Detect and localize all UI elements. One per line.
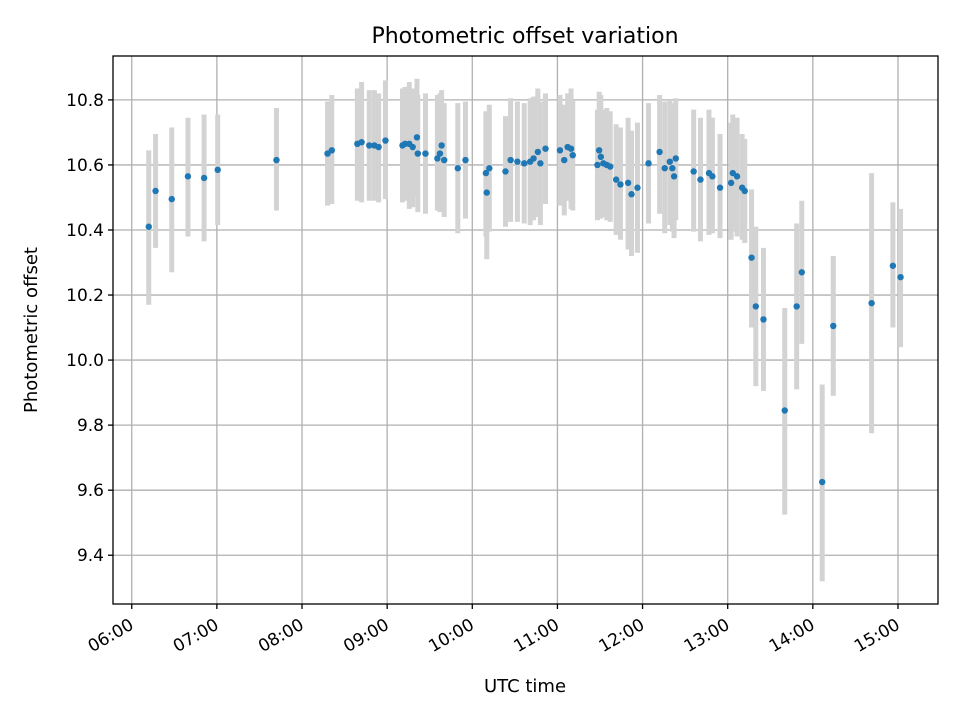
x-tick-label: 08:00 — [255, 615, 307, 657]
x-tick-label: 10:00 — [425, 615, 477, 657]
x-tick-label: 13:00 — [681, 615, 733, 657]
data-point — [483, 189, 490, 196]
data-point — [454, 165, 462, 172]
data-point — [690, 168, 697, 175]
data-point — [434, 155, 441, 162]
x-tick-label: 09:00 — [340, 615, 392, 657]
data-point — [567, 145, 575, 152]
y-tick-label: 10.8 — [66, 91, 104, 111]
data-point — [534, 148, 542, 156]
data-point — [889, 262, 897, 269]
data-point — [760, 316, 767, 323]
data-point — [507, 156, 514, 164]
y-tick-label: 9.6 — [77, 481, 104, 501]
data-point — [595, 147, 603, 154]
data-point — [462, 156, 469, 164]
data-point — [556, 147, 564, 154]
data-point — [697, 176, 704, 183]
data-point — [358, 138, 365, 146]
data-point — [798, 269, 805, 276]
plot-frame — [112, 55, 939, 605]
chart-title: Photometric offset variation — [371, 24, 678, 49]
data-point — [793, 303, 800, 310]
data-point — [669, 165, 676, 172]
data-point — [482, 169, 490, 177]
y-axis-label: Photometric offset — [21, 247, 42, 413]
data-point — [672, 155, 679, 162]
data-point — [624, 179, 632, 187]
data-point — [597, 153, 605, 161]
data-point — [413, 134, 421, 141]
data-point — [200, 174, 208, 182]
data-point — [440, 156, 448, 164]
data-point — [375, 143, 382, 151]
x-tick-label: 14:00 — [766, 615, 818, 657]
data-point — [868, 299, 875, 307]
data-point — [897, 273, 904, 281]
data-point — [502, 168, 509, 175]
data-point — [612, 176, 620, 183]
x-tick-label: 12:00 — [596, 615, 648, 657]
data-point — [634, 184, 641, 191]
data-point — [422, 150, 429, 157]
data-point — [733, 173, 741, 180]
data-point — [537, 160, 544, 167]
data-points — [145, 134, 904, 486]
data-point — [741, 187, 748, 195]
x-tick-label: 15:00 — [851, 615, 903, 657]
data-point — [514, 158, 521, 165]
data-point — [436, 150, 444, 157]
data-point — [607, 163, 614, 170]
data-point — [709, 173, 716, 180]
x-tick-label: 07:00 — [170, 615, 222, 657]
data-point — [752, 303, 760, 310]
data-point — [661, 165, 668, 172]
x-axis-ticks: 06:00 07:00 08:00 09:00 10:00 11:00 12:00 13:00… — [85, 604, 903, 657]
data-point — [184, 173, 192, 180]
x-axis-label: UTC time — [484, 676, 566, 697]
x-tick-label: 06:00 — [85, 615, 137, 657]
data-point — [152, 187, 159, 195]
data-point — [748, 254, 755, 261]
data-point — [666, 158, 674, 165]
data-point — [561, 156, 568, 164]
y-tick-label: 9.4 — [77, 546, 104, 566]
data-point — [645, 160, 652, 167]
x-tick-label: 11:00 — [510, 615, 562, 657]
data-point — [414, 150, 421, 157]
data-point — [656, 148, 663, 156]
data-point — [328, 147, 336, 154]
y-tick-label: 10.4 — [66, 221, 104, 241]
y-tick-label: 10.0 — [66, 351, 104, 371]
data-point — [594, 161, 601, 169]
data-point — [273, 156, 280, 164]
data-point — [781, 407, 788, 414]
data-point — [366, 142, 373, 149]
data-point — [830, 322, 837, 330]
y-axis-ticks: 9.4 9.6 9.8 10.0 10.2 10.4 10.6 10.8 — [66, 91, 113, 566]
y-tick-label: 10.2 — [66, 286, 104, 306]
data-point — [819, 478, 826, 486]
data-point — [727, 179, 735, 187]
data-point — [409, 143, 416, 151]
data-point — [145, 223, 152, 230]
y-tick-label: 10.6 — [66, 156, 104, 176]
data-point — [617, 181, 624, 188]
data-point — [542, 145, 549, 152]
data-point — [670, 173, 678, 180]
data-point — [168, 195, 175, 203]
data-point — [569, 151, 576, 159]
data-point — [382, 137, 389, 144]
data-point — [438, 142, 445, 149]
data-point — [716, 184, 724, 191]
y-tick-label: 9.8 — [77, 416, 104, 436]
data-point — [530, 155, 537, 162]
data-point — [521, 160, 528, 167]
data-point — [628, 191, 635, 198]
error-bars — [146, 78, 904, 582]
data-point — [486, 165, 493, 172]
data-point — [214, 166, 221, 174]
